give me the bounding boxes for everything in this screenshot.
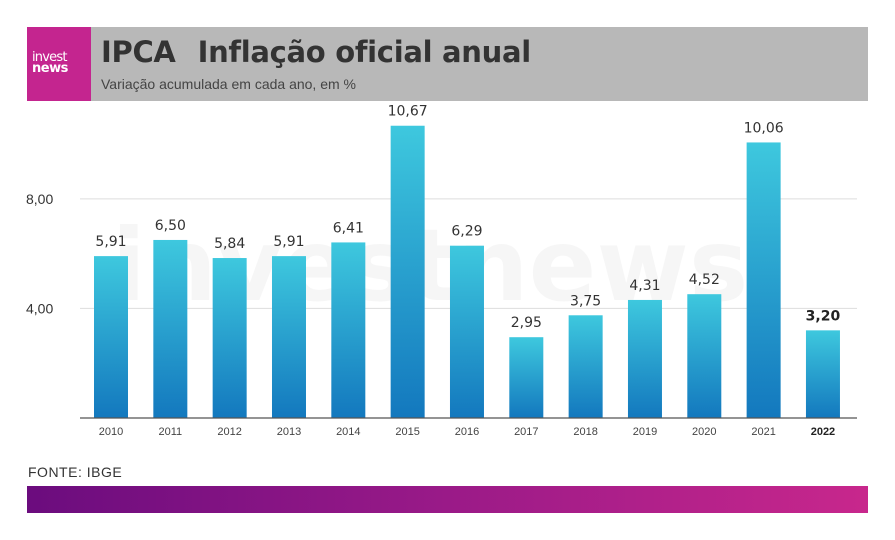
x-tick-label: 2013 [277,426,301,438]
bar [746,142,781,418]
investnews-logo: invest news [27,27,91,101]
data-label: 10,67 [388,104,428,120]
data-label: 5,91 [273,234,304,250]
bar [509,337,544,418]
chart-title-text: Inflação oficial anual [197,35,532,69]
x-tick-label: 2010 [99,426,123,438]
bars: 5,91 2010 6,50 2011 5,84 2012 5,91 2013 6,41 2014… [94,104,840,438]
x-tick-label: 2018 [573,426,597,438]
bar [627,299,662,418]
source-note: FONTE: IBGE [28,464,123,480]
x-tick-label: 2019 [633,426,657,438]
chart-header: invest news IPCA Inflação oficial anual V… [27,27,868,101]
data-label: 10,06 [744,120,784,136]
logo-text-news: news [32,61,68,76]
x-tick-label: 2020 [692,426,716,438]
x-tick-label: 2017 [514,426,538,438]
bar [331,242,366,418]
bar [94,256,128,418]
footer-gradient-bar [27,486,868,513]
bar [153,239,188,418]
data-label: 6,29 [451,224,482,240]
data-label: 6,41 [333,220,364,236]
chart-title: IPCA Inflação oficial anual [101,35,531,69]
x-tick-label: 2015 [395,426,419,438]
data-label: 6,50 [155,218,186,234]
y-tick-label: 8,00 [26,191,53,207]
bar [805,330,840,418]
bar [687,294,722,418]
x-tick-label: 2022 [811,426,835,438]
data-label: 4,31 [629,278,660,294]
x-tick-label: 2014 [336,426,360,438]
chart-title-acronym: IPCA [101,35,176,69]
chart-subtitle: Variação acumulada em cada ano, em % [101,76,356,92]
data-label: 2,95 [511,315,542,331]
data-label: 5,91 [95,234,126,250]
bar [390,125,425,419]
data-label: 5,84 [214,236,245,252]
bar [568,315,603,418]
bar [271,256,306,418]
x-tick-label: 2012 [217,426,241,438]
x-tick-label: 2016 [455,426,479,438]
x-tick-label: 2021 [751,426,775,438]
bar [212,258,247,418]
bar [449,245,484,418]
data-label: 3,20 [806,308,841,324]
y-tick-label: 4,00 [26,300,53,316]
x-tick-label: 2011 [159,426,183,438]
data-label: 3,75 [570,293,601,309]
data-label: 4,52 [689,272,720,288]
logo-text-invest: invest [32,50,67,65]
